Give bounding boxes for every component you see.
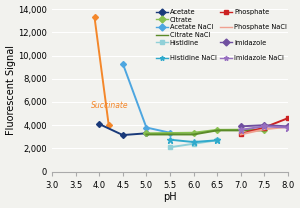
Text: Succinate: Succinate: [91, 101, 128, 110]
X-axis label: pH: pH: [163, 192, 177, 202]
Y-axis label: Fluorescent Signal: Fluorescent Signal: [6, 45, 16, 135]
Legend: Acetate, Citrate, Acetate NaCl, Citrate NaCl, Histidine,  , Histidine NaCl,  , P: Acetate, Citrate, Acetate NaCl, Citrate …: [156, 9, 287, 69]
